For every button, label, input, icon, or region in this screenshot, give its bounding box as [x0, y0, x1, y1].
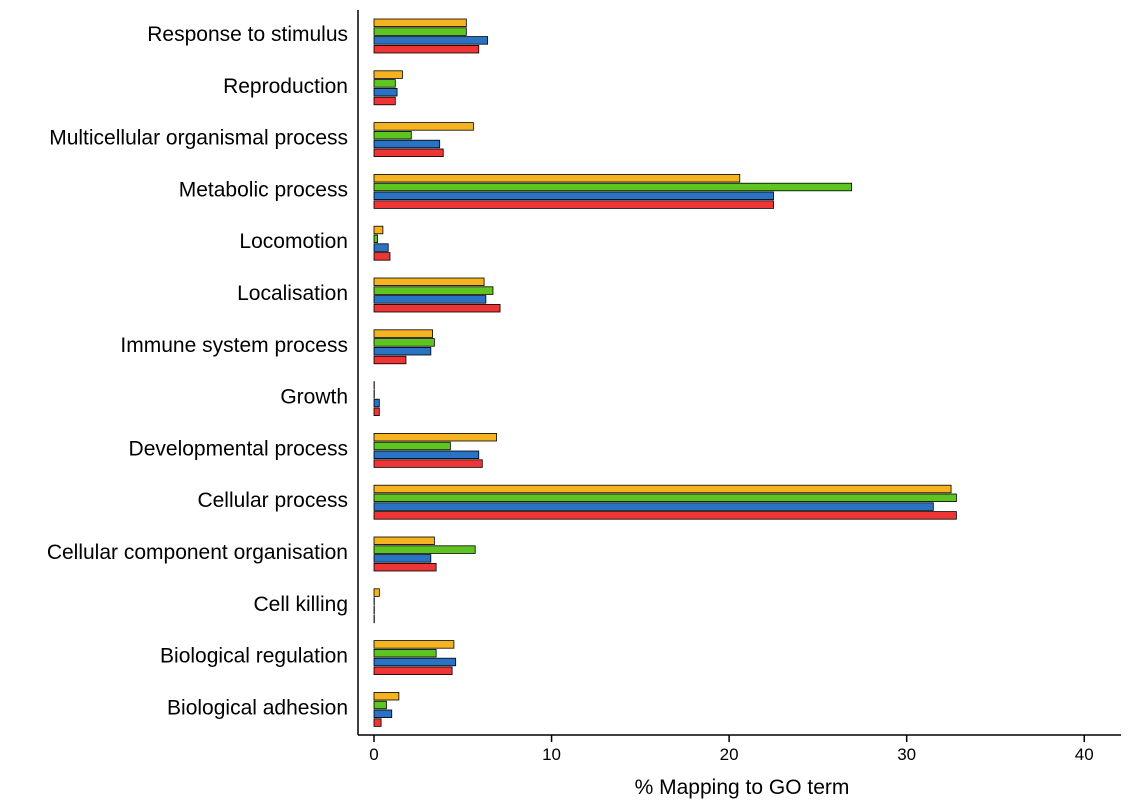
- x-tick-label: 30: [897, 745, 916, 764]
- category-label: Biological adhesion: [167, 696, 348, 719]
- bar: [373, 243, 389, 252]
- category-label: Cellular process: [197, 489, 348, 512]
- bar: [373, 657, 457, 667]
- bar: [373, 338, 435, 347]
- bar: [373, 563, 437, 572]
- bar: [373, 79, 396, 88]
- bar: [373, 88, 398, 97]
- bar: [373, 252, 391, 261]
- bar: [373, 18, 467, 27]
- x-axis-ticks: 0 10 20 30 40: [369, 735, 1094, 764]
- category-label: Multicellular organismal process: [49, 127, 348, 150]
- bar: [373, 346, 432, 356]
- bar: [373, 355, 407, 365]
- category-label: Immune system process: [120, 334, 348, 357]
- category-label: Cellular component organisation: [47, 541, 348, 564]
- bar: [373, 303, 501, 313]
- bar: [373, 484, 952, 494]
- bar: [373, 45, 480, 54]
- bar: [373, 493, 957, 502]
- category-label: Metabolic process: [179, 178, 348, 201]
- bar: [373, 96, 396, 106]
- bar: [373, 640, 455, 649]
- bar: [373, 407, 380, 416]
- bar: [373, 718, 382, 727]
- category-label: Localisation: [237, 282, 348, 305]
- bar: [373, 191, 774, 200]
- category-label: Cell killing: [253, 593, 348, 616]
- bar: [373, 182, 853, 192]
- bar: [373, 139, 441, 149]
- bar: [373, 173, 741, 183]
- bar: [373, 709, 393, 718]
- category-label: Reproduction: [223, 75, 348, 98]
- bar: [373, 700, 387, 710]
- bar: [373, 692, 400, 701]
- bar: [373, 588, 380, 597]
- bar: [373, 70, 403, 79]
- bars-group: [373, 18, 957, 727]
- bar: [373, 36, 489, 45]
- x-tick-label: 10: [542, 745, 561, 764]
- bar: [373, 536, 435, 545]
- category-label: Biological regulation: [160, 645, 348, 668]
- category-label: Developmental process: [129, 437, 348, 460]
- bar: [373, 441, 451, 451]
- category-labels: Response to stimulus Reproduction Multicel…: [47, 23, 348, 719]
- bar: [373, 450, 480, 459]
- bar: [373, 666, 453, 675]
- bar: [373, 295, 487, 304]
- bar: [373, 148, 444, 157]
- category-label: Growth: [280, 386, 348, 409]
- x-axis-title: % Mapping to GO term: [635, 776, 850, 799]
- x-tick-label: 0: [369, 745, 378, 764]
- bar: [373, 130, 412, 140]
- category-label: Locomotion: [239, 230, 348, 253]
- bar: [373, 122, 474, 131]
- bar: [373, 27, 467, 36]
- bar: [373, 545, 476, 554]
- category-label: Response to stimulus: [147, 23, 348, 46]
- bar: [373, 329, 433, 338]
- bar: [373, 277, 485, 286]
- bar: [373, 432, 497, 442]
- bar: [373, 511, 957, 520]
- bar: [373, 649, 437, 658]
- bar: [373, 502, 934, 511]
- bar: [373, 200, 774, 209]
- x-tick-label: 40: [1075, 745, 1094, 764]
- bar: [373, 554, 432, 563]
- bar: [373, 398, 380, 408]
- bar: [373, 459, 483, 468]
- bar: [373, 234, 378, 243]
- bar: [373, 286, 494, 295]
- x-tick-label: 20: [720, 745, 739, 764]
- bar: [373, 225, 384, 235]
